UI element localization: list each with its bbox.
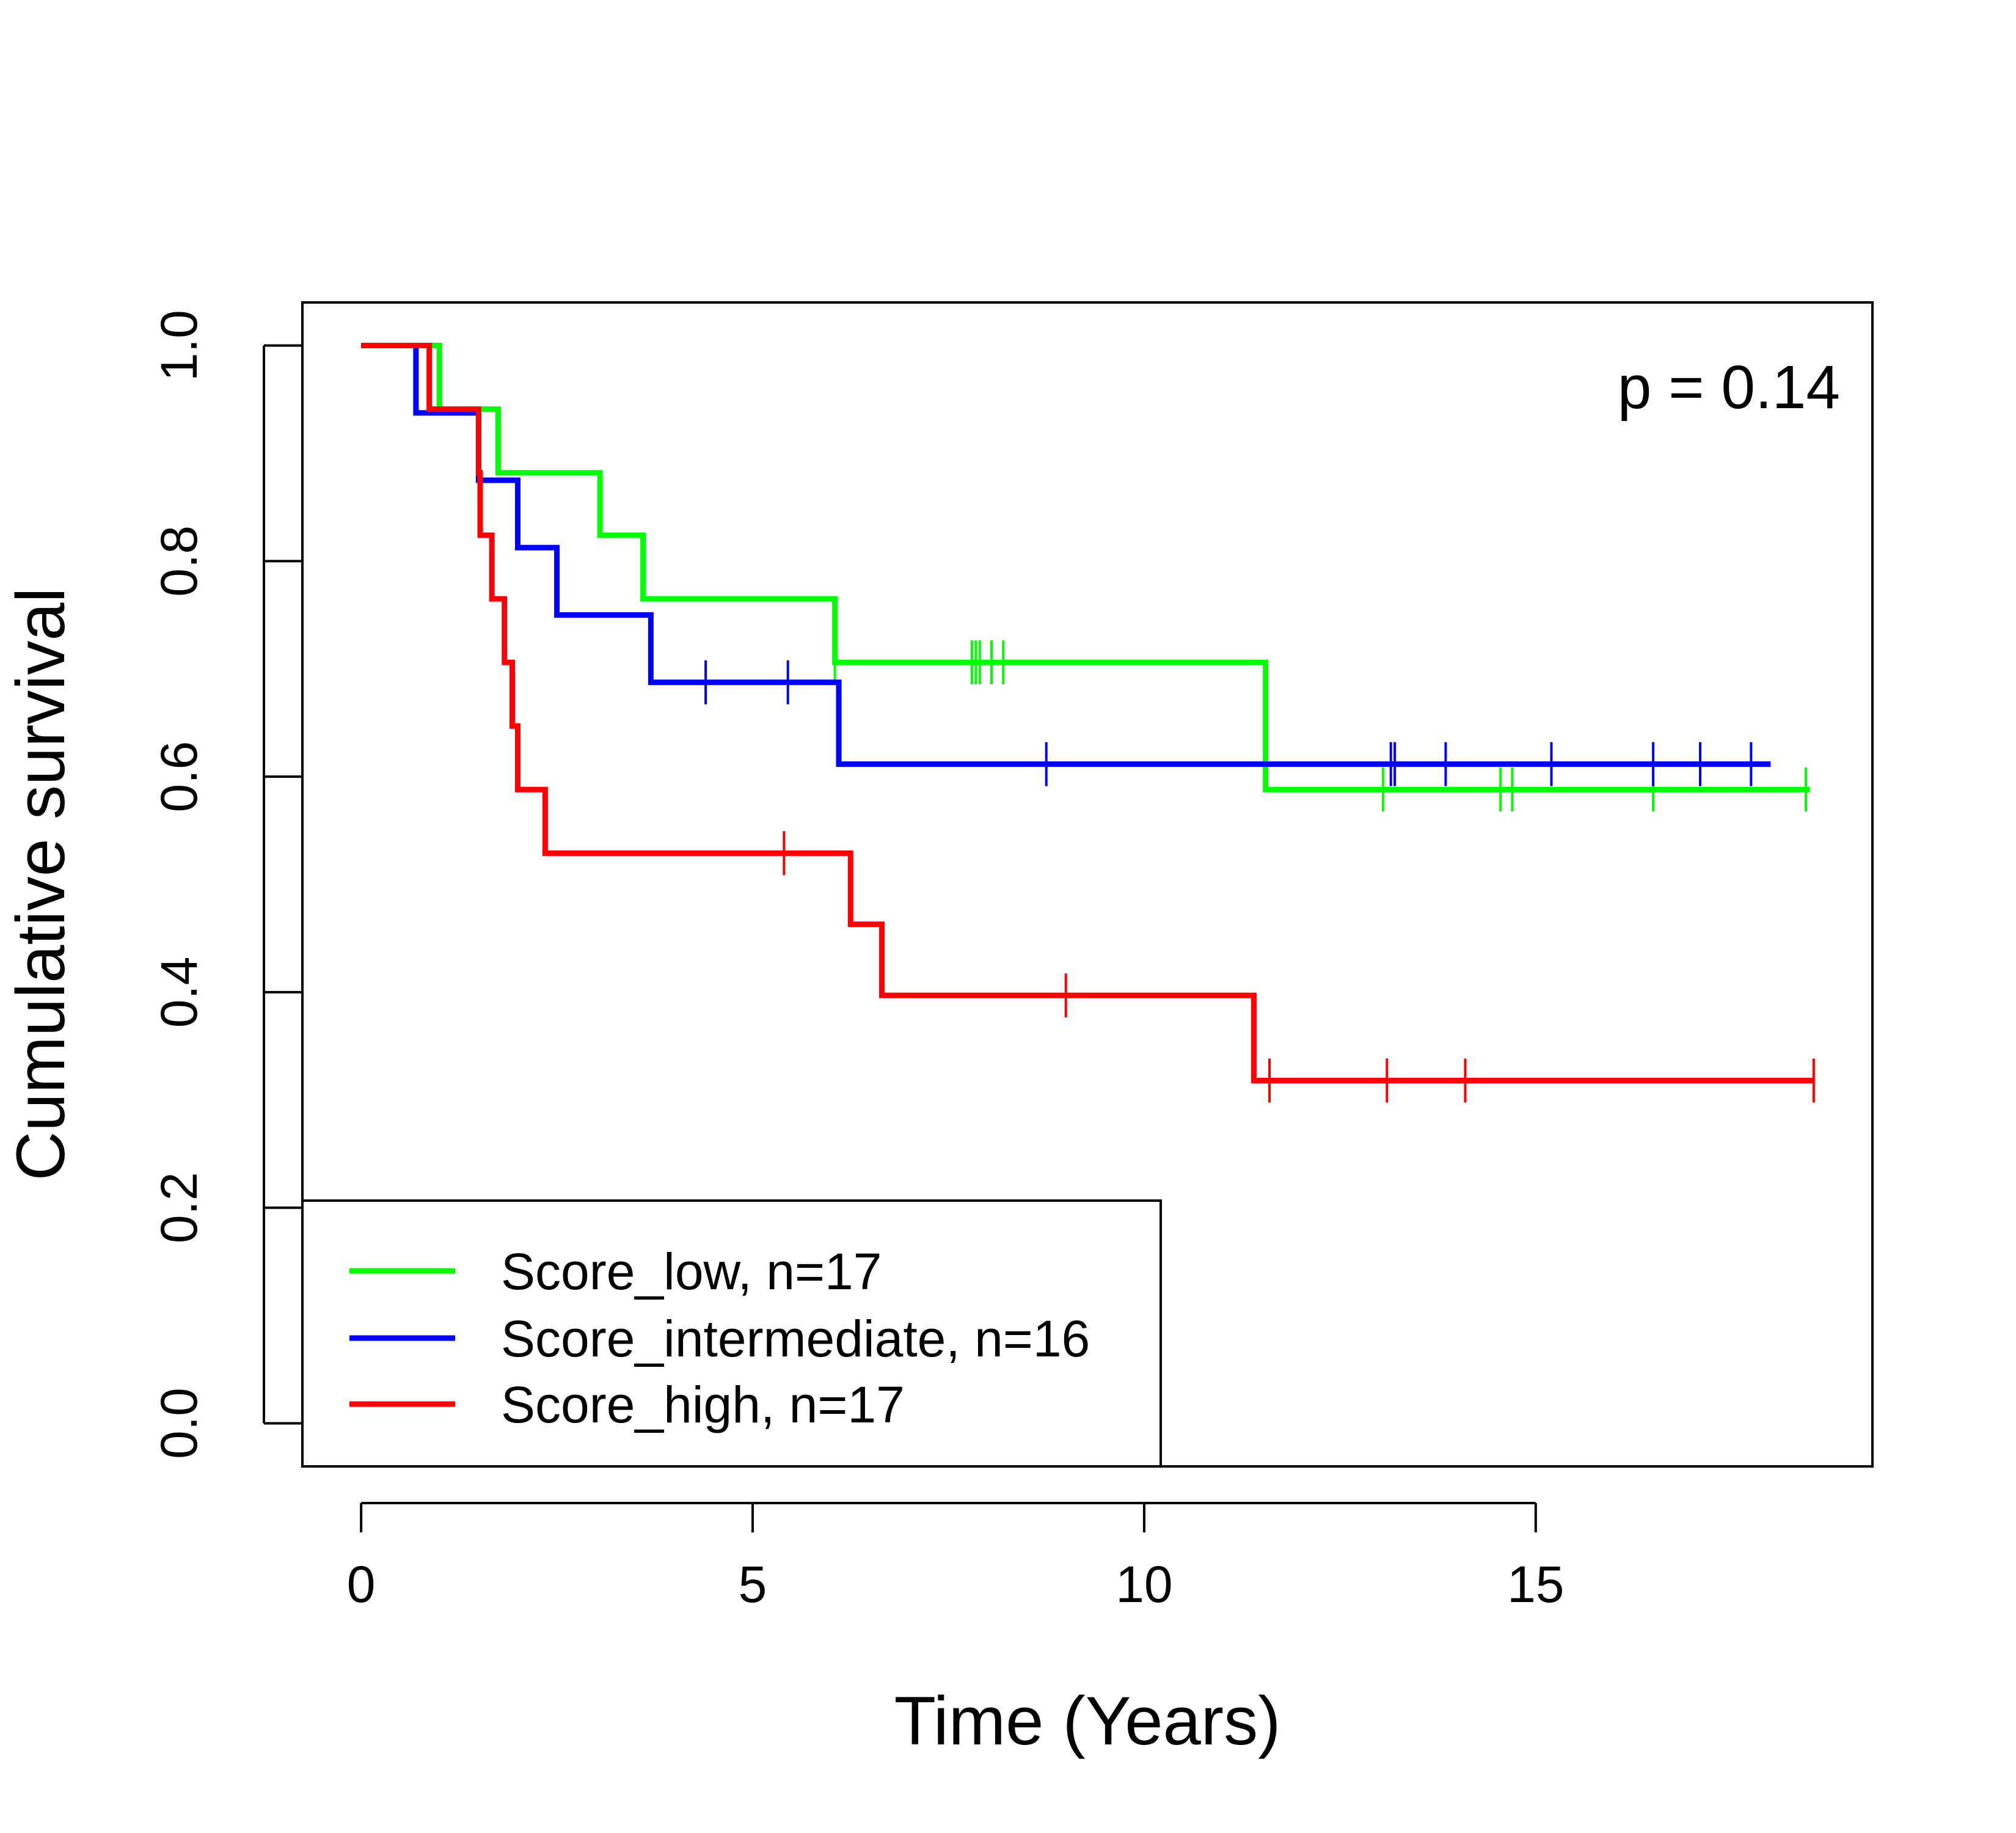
- survival-curve: [361, 343, 1814, 1084]
- y-tick-label: 0.4: [150, 956, 208, 1028]
- survival-curve: [361, 343, 1771, 767]
- y-tick-label: 0.0: [150, 1388, 208, 1459]
- y-tick-label: 0.8: [150, 525, 208, 597]
- legend-entry: Score_high, n=17: [349, 1376, 905, 1433]
- x-tick-label: 0: [347, 1556, 376, 1613]
- series-1: [361, 343, 1810, 812]
- legend: Score_low, n=17 Score_intermediate, n=16 S…: [301, 1199, 1162, 1468]
- x-tick-label: 15: [1507, 1556, 1564, 1613]
- legend-label: Score_low, n=17: [501, 1243, 882, 1300]
- series-3: [361, 343, 1815, 1103]
- x-tick-label: 5: [739, 1556, 767, 1613]
- series-layer: [361, 343, 1815, 1103]
- x-axis-label: Time (Years): [894, 1683, 1281, 1759]
- series-2: [361, 343, 1771, 786]
- y-tick-label: 1.0: [150, 310, 208, 381]
- p-value-annotation: p = 0.14: [1618, 353, 1840, 422]
- legend-entry: Score_low, n=17: [349, 1243, 882, 1300]
- legend-entry: Score_intermediate, n=16: [349, 1310, 1090, 1367]
- x-axis: 0 5 10 15: [347, 1502, 1565, 1613]
- legend-label: Score_high, n=17: [501, 1376, 905, 1433]
- y-tick-label: 0.6: [150, 741, 208, 813]
- y-axis: 0.0 0.2 0.4 0.6 0.8 1.0: [150, 310, 302, 1459]
- y-axis-label: Cumulative survival: [2, 588, 79, 1181]
- legend-label: Score_intermediate, n=16: [501, 1310, 1090, 1367]
- survival-curve: [361, 343, 1810, 792]
- x-tick-label: 10: [1116, 1556, 1172, 1613]
- legend-box: [301, 1199, 1162, 1468]
- y-tick-label: 0.2: [150, 1172, 208, 1243]
